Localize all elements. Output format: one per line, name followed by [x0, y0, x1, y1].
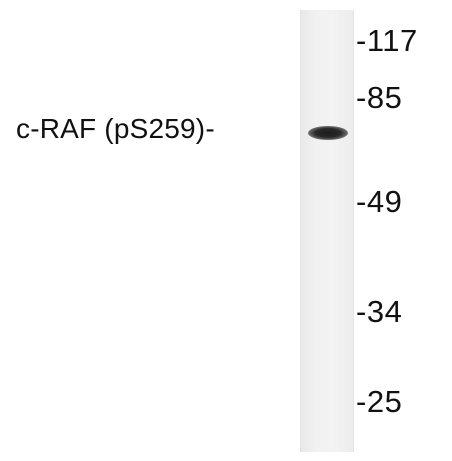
marker-49: -49 [356, 184, 403, 219]
blot-lane [300, 10, 354, 452]
marker-34: -34 [356, 294, 403, 329]
marker-85: -85 [356, 80, 403, 115]
marker-25: -25 [356, 384, 403, 419]
marker-117: -117 [356, 23, 418, 58]
protein-band [308, 126, 348, 140]
band-label: c-RAF (pS259)- [16, 113, 215, 144]
